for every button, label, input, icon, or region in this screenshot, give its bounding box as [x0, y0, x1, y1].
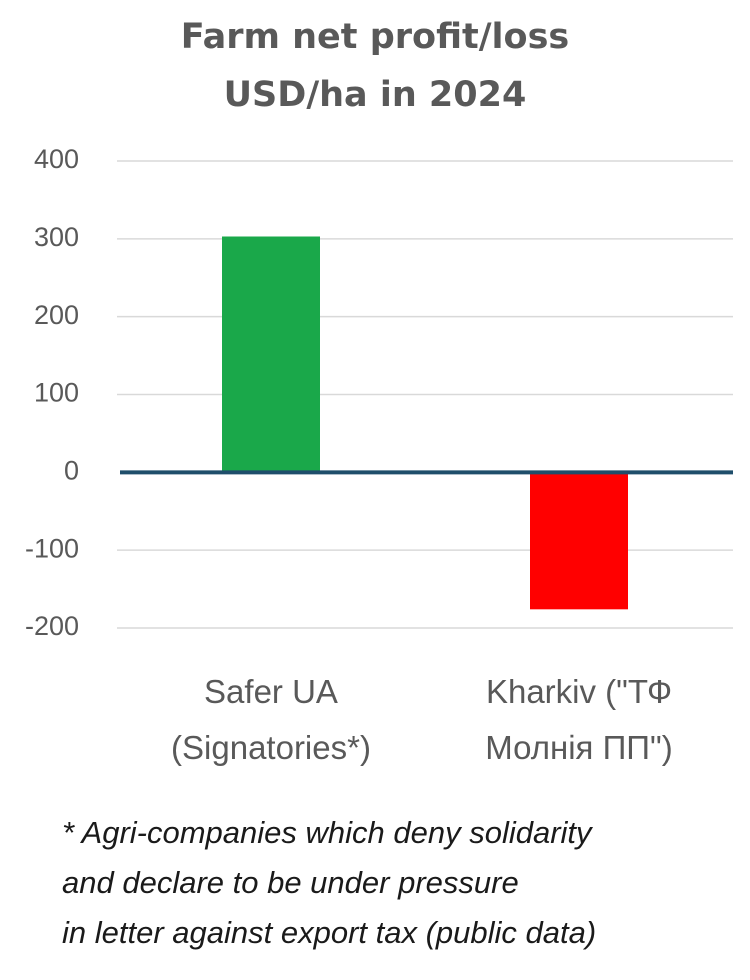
y-tick-label: -100 [25, 533, 79, 563]
footnote-line-1: * Agri-companies which deny solidarity [62, 815, 592, 850]
footnote: * Agri-companies which deny solidarity a… [62, 808, 742, 958]
y-tick-label: 200 [34, 300, 79, 330]
bar [222, 236, 320, 473]
chart-title-line-1: Farm net profit/loss [180, 17, 570, 57]
y-tick-label: 100 [34, 378, 79, 408]
chart-title-line-2: USD/ha in 2024 [223, 75, 527, 115]
y-tick-label: 0 [64, 455, 79, 485]
x-category-label: Kharkiv ("ТФ [486, 673, 672, 710]
y-tick-label: 300 [34, 222, 79, 252]
x-category-label: Safer UA [204, 673, 338, 710]
y-tick-label: 400 [34, 144, 79, 174]
bar [530, 472, 628, 610]
footnote-line-3: in letter against export tax (public dat… [62, 915, 597, 950]
bar-chart: 400 300 200 100 0 -100 -200 Safer UA (Signatorie… [25, 144, 733, 766]
x-category-label: (Signatories*) [171, 729, 371, 766]
y-tick-label: -200 [25, 611, 79, 641]
footnote-line-2: and declare to be under pressure [62, 865, 519, 900]
chart-title: Farm net profit/loss USD/ha in 2024 [0, 8, 750, 124]
x-category-label: Молнія ПП") [485, 729, 672, 766]
